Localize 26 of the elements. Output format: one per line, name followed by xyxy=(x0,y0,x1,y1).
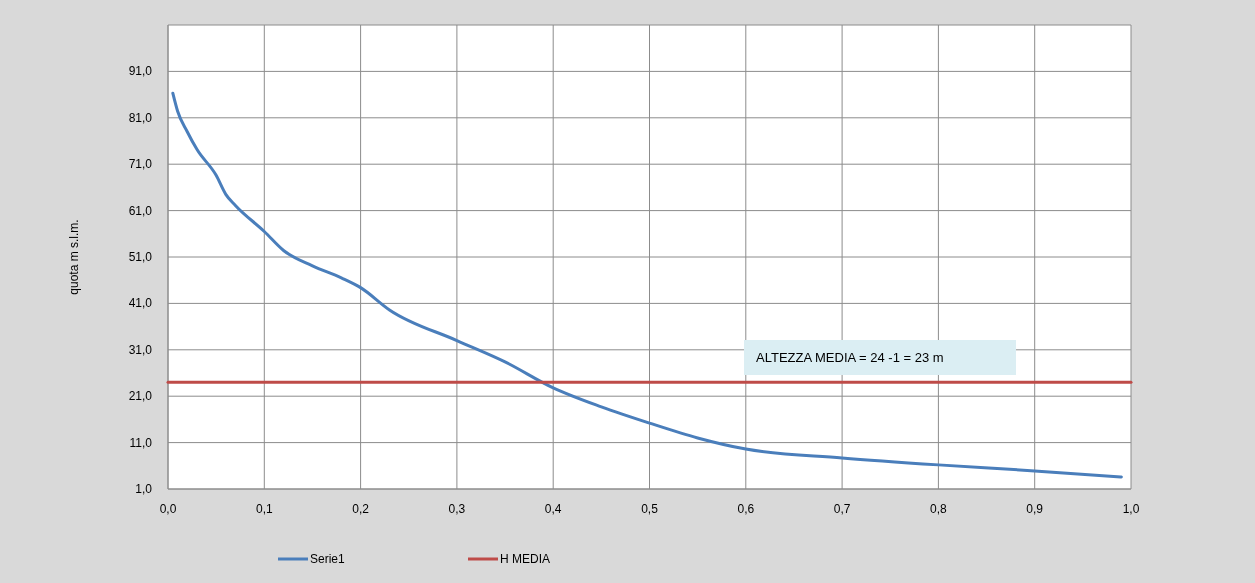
x-tick-label: 0,1 xyxy=(255,502,273,516)
y-tick-label: 1,0 xyxy=(135,482,153,496)
annotation: ALTEZZA MEDIA = 24 -1 = 23 m xyxy=(756,350,944,365)
y-tick-label: 51,0 xyxy=(128,250,153,264)
y-tick-label: 21,0 xyxy=(128,389,153,404)
y-tick-label: 71,0 xyxy=(128,157,153,172)
x-tick-label: 0,2 xyxy=(352,502,370,516)
y-tick-label: 41,0 xyxy=(128,296,153,311)
y-tick-label: 31,0 xyxy=(128,342,153,357)
x-tick-label: 1,0 xyxy=(1122,502,1140,516)
x-tick-label: 0,5 xyxy=(641,502,659,516)
x-tick-label: 0,6 xyxy=(737,502,755,516)
y-tick-label: 61,0 xyxy=(128,203,153,218)
y-tick-label: 91,0 xyxy=(128,64,153,79)
x-tick-label: 0,3 xyxy=(448,502,466,516)
x-tick-label: 0,7 xyxy=(833,502,851,516)
line-series xyxy=(171,91,1123,479)
y-tick-label: 11,0 xyxy=(129,435,153,450)
x-tick-label: 0,0 xyxy=(159,502,177,516)
x-tick-label: 0,9 xyxy=(1026,502,1044,516)
y-tick-label: 81,0 xyxy=(128,110,153,125)
legend-label: H MEDIA xyxy=(500,552,551,566)
x-tick-label: 0,8 xyxy=(930,502,948,516)
y-axis-title: quota m s.l.m. xyxy=(67,219,81,295)
legend-label: Serie1 xyxy=(310,552,346,566)
x-tick-label: 0,4 xyxy=(544,502,562,516)
